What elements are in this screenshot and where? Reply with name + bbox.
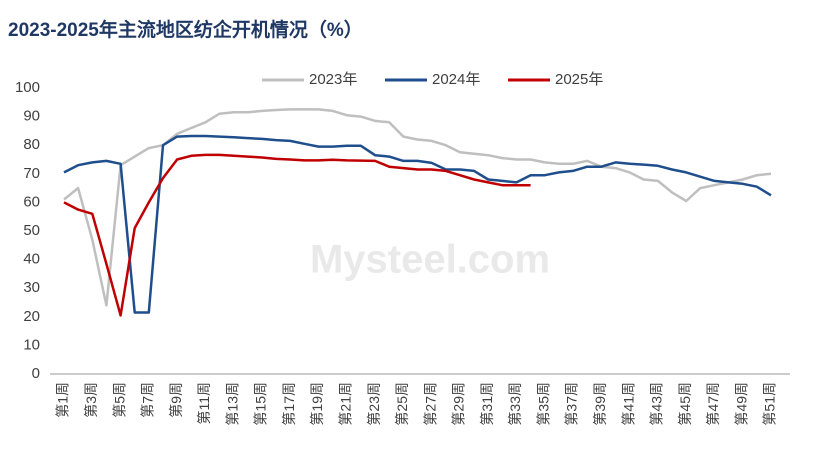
x-tick-label: 第15周 (253, 382, 269, 426)
x-tick-label: 第5周 (111, 382, 127, 418)
y-tick-label: 80 (23, 136, 40, 153)
chart-title: 2023-2025年主流地区纺企开机情况（%） (8, 18, 363, 41)
x-tick-label: 第51周 (762, 382, 778, 426)
x-tick-label: 第23周 (366, 382, 382, 426)
x-tick-label: 第9周 (168, 382, 184, 418)
y-tick-label: 20 (23, 308, 40, 325)
x-tick-label: 第41周 (620, 382, 636, 426)
x-tick-label: 第21周 (338, 382, 354, 426)
x-tick-label: 第35周 (535, 382, 551, 426)
x-tick-label: 第49周 (733, 382, 749, 426)
y-tick-label: 90 (23, 108, 40, 125)
x-tick-label: 第7周 (140, 382, 156, 418)
y-tick-label: 0 (32, 365, 40, 382)
legend-label: 2024年 (432, 71, 480, 88)
x-tick-label: 第11周 (196, 382, 212, 425)
x-tick-label: 第33周 (507, 382, 523, 426)
watermark: Mysteel.com (310, 238, 550, 282)
y-tick-label: 60 (23, 193, 40, 210)
legend-label: 2023年 (309, 71, 357, 88)
y-tick-label: 30 (23, 279, 40, 296)
x-tick-label: 第31周 (479, 382, 495, 426)
y-tick-label: 10 (23, 336, 40, 353)
y-tick-label: 70 (23, 165, 40, 182)
x-tick-label: 第25周 (394, 382, 410, 426)
x-tick-label: 第3周 (83, 382, 99, 418)
legend-label: 2025年 (555, 71, 603, 88)
x-tick-label: 第45周 (677, 382, 693, 426)
series-line (63, 134, 772, 314)
x-tick-label: 第39周 (592, 382, 608, 426)
x-tick-label: 第13周 (224, 382, 240, 426)
series-line (63, 153, 531, 317)
x-tick-label: 第17周 (281, 382, 297, 426)
y-tick-label: 50 (23, 222, 40, 239)
x-tick-label: 第47周 (705, 382, 721, 426)
y-tick-label: 100 (15, 79, 40, 96)
y-tick-label: 40 (23, 251, 40, 268)
x-tick-label: 第27周 (422, 382, 438, 426)
series-line (63, 108, 772, 307)
x-tick-label: 第1周 (55, 382, 71, 418)
x-tick-label: 第43周 (649, 382, 665, 426)
x-tick-label: 第19周 (309, 382, 325, 426)
x-tick-label: 第29周 (451, 382, 467, 426)
x-tick-label: 第37周 (564, 382, 580, 426)
